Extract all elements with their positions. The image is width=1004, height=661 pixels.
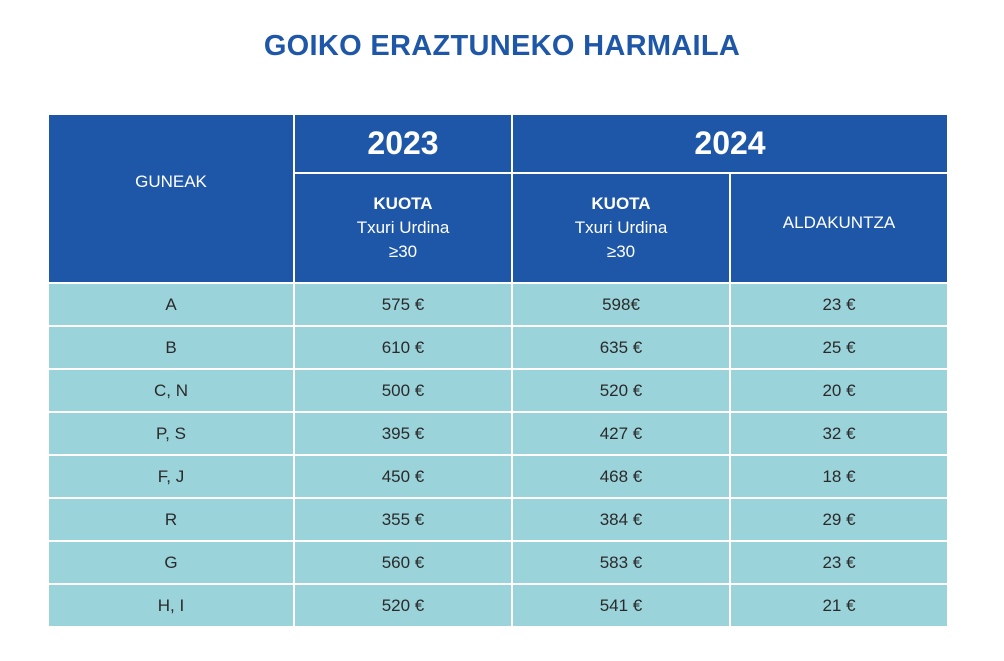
change-cell: 18 €	[729, 454, 949, 499]
fee-2023-category-label: Txuri Urdina	[356, 218, 450, 237]
zone-cell: P, S	[47, 411, 295, 456]
fee-2024-cell: 468 €	[511, 454, 731, 499]
table-row: F, J 450 € 468 € 18 €	[47, 454, 949, 499]
fee-2023-cell: 395 €	[293, 411, 513, 456]
change-cell: 21 €	[729, 583, 949, 628]
zone-cell: R	[47, 497, 295, 542]
fee-2024-cell: 427 €	[511, 411, 731, 456]
change-cell: 29 €	[729, 497, 949, 542]
table-body: A 575 € 598€ 23 € B 610 € 635 € 25 € C, …	[47, 282, 949, 628]
fee-2023-cell: 575 €	[293, 282, 513, 327]
table-row: C, N 500 € 520 € 20 €	[47, 368, 949, 413]
fee-2023-kuota-label: KUOTA	[373, 194, 433, 213]
fee-2024-cell: 384 €	[511, 497, 731, 542]
page-title: GOIKO ERAZTUNEKO HARMAILA	[263, 30, 741, 62]
year-2023-header: 2023	[293, 113, 513, 174]
table-row: H, I 520 € 541 € 21 €	[47, 583, 949, 628]
change-cell: 20 €	[729, 368, 949, 413]
table-row: R 355 € 384 € 29 €	[47, 497, 949, 542]
zone-cell: A	[47, 282, 295, 327]
change-cell: 23 €	[729, 282, 949, 327]
fee-2024-kuota-label: KUOTA	[591, 194, 651, 213]
fee-2023-cell: 450 €	[293, 454, 513, 499]
change-cell: 25 €	[729, 325, 949, 370]
year-2024-header: 2024	[511, 113, 949, 174]
zone-cell: H, I	[47, 583, 295, 628]
zones-column-header: GUNEAK	[47, 113, 295, 284]
table-row: B 610 € 635 € 25 €	[47, 325, 949, 370]
fee-2023-cell: 500 €	[293, 368, 513, 413]
table-row: G 560 € 583 € 23 €	[47, 540, 949, 585]
zone-cell: C, N	[47, 368, 295, 413]
change-column-header: ALDAKUNTZA	[729, 172, 949, 284]
fee-2024-age-label: ≥30	[606, 242, 636, 261]
fee-2023-cell: 560 €	[293, 540, 513, 585]
change-cell: 32 €	[729, 411, 949, 456]
fee-2024-header: KUOTA Txuri Urdina ≥30	[511, 172, 731, 284]
fee-2024-cell: 598€	[511, 282, 731, 327]
fee-2023-header: KUOTA Txuri Urdina ≥30	[293, 172, 513, 284]
fee-2024-cell: 583 €	[511, 540, 731, 585]
fee-2023-cell: 520 €	[293, 583, 513, 628]
fee-2023-cell: 355 €	[293, 497, 513, 542]
fee-2024-cell: 520 €	[511, 368, 731, 413]
table-header: GUNEAK 2023 2024 KUOTA Txuri Urdina ≥30 …	[47, 113, 949, 284]
change-cell: 23 €	[729, 540, 949, 585]
header-row-years: GUNEAK 2023 2024	[47, 113, 949, 284]
table-row: A 575 € 598€ 23 €	[47, 282, 949, 327]
table-row: P, S 395 € 427 € 32 €	[47, 411, 949, 456]
fee-2023-age-label: ≥30	[388, 242, 418, 261]
fee-2024-category-label: Txuri Urdina	[574, 218, 668, 237]
zone-cell: F, J	[47, 454, 295, 499]
header-row-subheads: KUOTA Txuri Urdina ≥30 KUOTA Txuri Urdin…	[48, 172, 949, 284]
zone-cell: G	[47, 540, 295, 585]
fees-table: GUNEAK 2023 2024 KUOTA Txuri Urdina ≥30 …	[47, 113, 949, 628]
zone-cell: B	[47, 325, 295, 370]
fee-2024-cell: 541 €	[511, 583, 731, 628]
fee-2023-cell: 610 €	[293, 325, 513, 370]
fee-2024-cell: 635 €	[511, 325, 731, 370]
